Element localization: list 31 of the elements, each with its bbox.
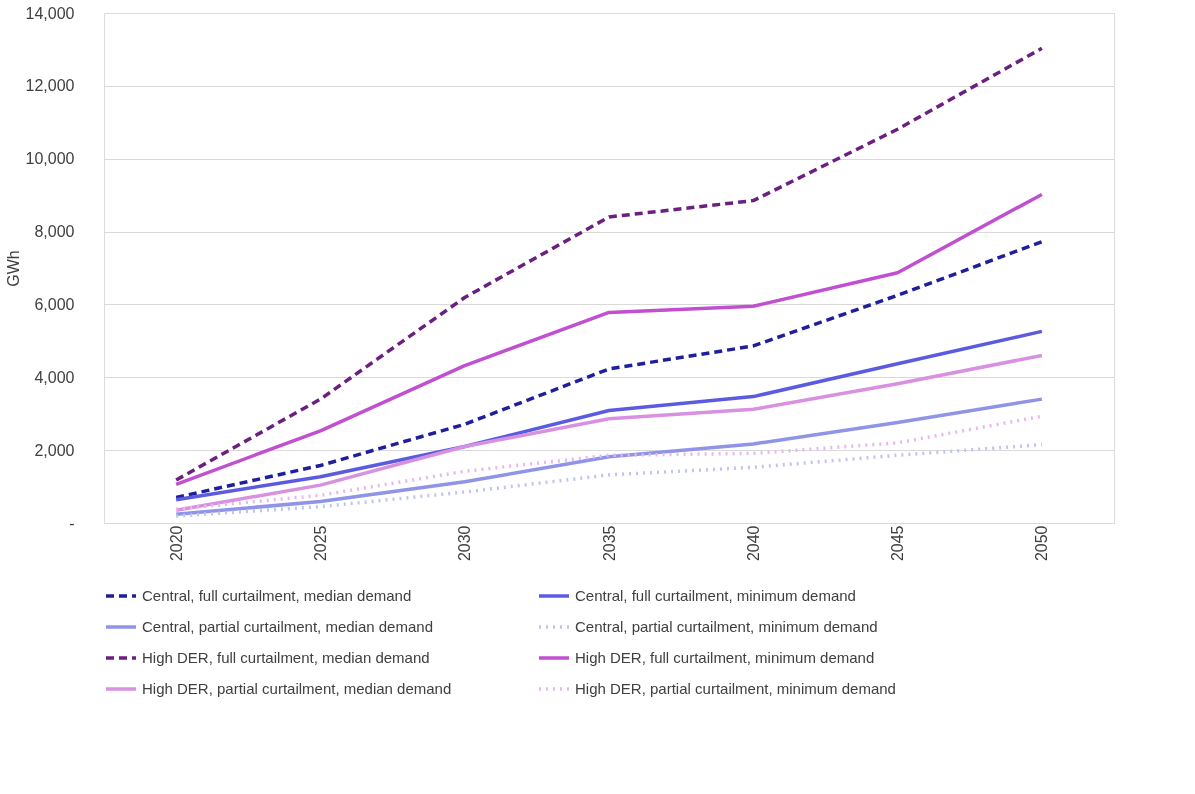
legend-label: Central, full curtailment, median demand [142, 587, 412, 604]
legend-label: High DER, partial curtailment, median demand [142, 680, 452, 697]
x-tick-label: 2030 [456, 525, 474, 562]
line-series [174, 397, 1044, 517]
y-tick-label: 12,000 [25, 77, 75, 95]
line-series [174, 192, 1044, 487]
y-tick-label: 2,000 [34, 441, 75, 459]
y-tick-label: - [69, 514, 75, 532]
legend-label: Central, full curtailment, minimum demand [575, 587, 856, 604]
x-tick-label: 2045 [889, 525, 907, 562]
legend-label: High DER, full curtailment, median demand [142, 649, 430, 666]
legend-label: High DER, full curtailment, minimum demand [575, 649, 875, 666]
x-tick-label: 2025 [311, 525, 329, 562]
line-series [174, 353, 1044, 512]
x-tick-label: 2040 [744, 525, 762, 562]
x-tick-label: 2050 [1033, 525, 1051, 562]
y-tick-label: 10,000 [25, 150, 75, 168]
y-tick-label: 14,000 [25, 4, 75, 22]
line-series [174, 240, 1044, 500]
line-series [174, 442, 1044, 518]
y-tick-label: 6,000 [34, 295, 75, 313]
y-axis-title: GWh [4, 250, 22, 287]
line-series [174, 46, 1044, 482]
legend-label: Central, partial curtailment, minimum demand [575, 618, 878, 635]
y-tick-label: 4,000 [34, 368, 75, 386]
x-tick-label: 2020 [167, 525, 185, 562]
legend-label: High DER, partial curtailment, minimum demand [575, 680, 896, 697]
legend-label: Central, partial curtailment, median demand [142, 618, 433, 635]
y-tick-label: 8,000 [34, 223, 75, 241]
line-series [174, 329, 1044, 502]
x-tick-label: 2035 [600, 525, 618, 562]
